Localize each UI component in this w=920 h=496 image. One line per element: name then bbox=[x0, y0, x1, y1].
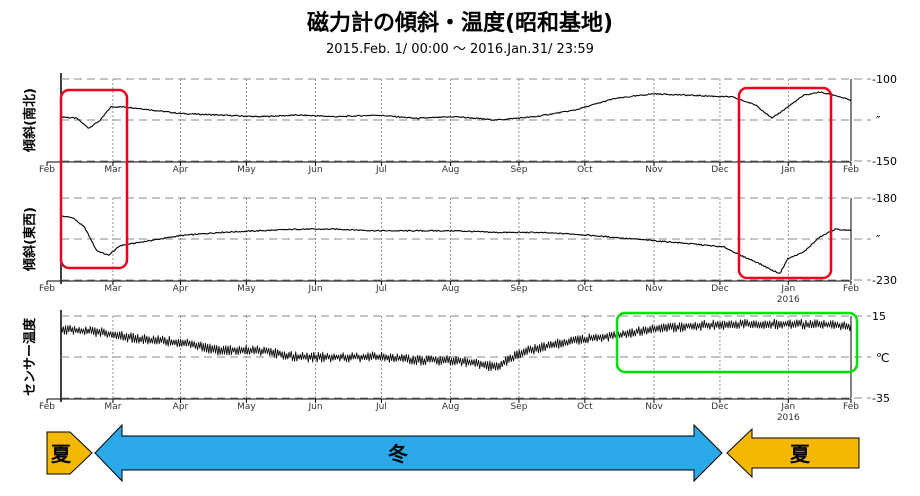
winter-arrow bbox=[94, 423, 723, 483]
series-line-2 bbox=[60, 215, 851, 274]
winter-label: 冬 bbox=[388, 442, 408, 466]
month-label-5: Jul bbox=[375, 402, 387, 412]
month-label-3: May bbox=[237, 165, 256, 175]
season-arrows: 夏冬夏 bbox=[46, 423, 860, 483]
month-label-4: Jun bbox=[308, 402, 323, 412]
month-label-1: Mar bbox=[104, 165, 121, 175]
chart-subtitle: 2015.Feb. 1/ 00:00 ～ 2016.Jan.31/ 23:59 bbox=[326, 42, 594, 57]
month-label-2: Apr bbox=[173, 165, 189, 175]
tick-label-top: 15 bbox=[872, 310, 886, 323]
month-label-11: Jan bbox=[780, 165, 795, 175]
summer-arrow-right bbox=[726, 427, 860, 479]
y-axis-label: センサー温度 bbox=[22, 317, 38, 396]
month-label-1: Mar bbox=[104, 402, 121, 412]
month-label-8: Oct bbox=[577, 402, 593, 412]
series-line-1 bbox=[60, 91, 852, 129]
month-label-0: Feb bbox=[39, 284, 55, 294]
month-label-6: Aug bbox=[442, 165, 460, 175]
month-label-8: Oct bbox=[577, 284, 593, 294]
tick-label-top: -180 bbox=[872, 192, 897, 205]
summer-arrow-left bbox=[46, 431, 93, 475]
series-line-3 bbox=[60, 318, 852, 372]
month-label-2: Apr bbox=[173, 284, 189, 294]
unit-label: ″ bbox=[876, 233, 881, 247]
tick-label-bottom: -150 bbox=[872, 155, 897, 168]
year-label: 2016 bbox=[777, 295, 800, 305]
month-label-12: Feb bbox=[843, 284, 859, 294]
month-label-9: Nov bbox=[645, 284, 663, 294]
panels-group: -100 -150 ″ 傾斜(南北) Feb Mar Apr May Jun Jul Aug Sep O… bbox=[22, 73, 897, 423]
highlight-green bbox=[615, 311, 859, 374]
month-label-10: Dec bbox=[711, 402, 728, 412]
month-label-6: Aug bbox=[442, 402, 460, 412]
y-axis-label: 傾斜(東西) bbox=[22, 207, 38, 272]
overlays-group bbox=[59, 86, 859, 374]
tick-label-bottom: -230 bbox=[872, 274, 897, 287]
month-label-2: Apr bbox=[173, 402, 189, 412]
unit-label: ℃ bbox=[876, 351, 889, 365]
month-label-6: Aug bbox=[442, 284, 460, 294]
month-label-3: May bbox=[237, 284, 256, 294]
month-label-5: Jul bbox=[375, 284, 387, 294]
month-label-3: May bbox=[237, 402, 256, 412]
highlight-red-2 bbox=[737, 86, 833, 280]
month-label-10: Dec bbox=[711, 284, 728, 294]
month-label-4: Jun bbox=[308, 284, 323, 294]
summer-label-right: 夏 bbox=[790, 442, 811, 466]
month-label-0: Feb bbox=[39, 402, 55, 412]
month-label-7: Sep bbox=[510, 165, 527, 175]
month-label-12: Feb bbox=[843, 402, 859, 412]
tick-label-bottom: -35 bbox=[872, 392, 890, 405]
unit-label: ″ bbox=[876, 114, 881, 128]
panel-2: -180 -230 ″ 傾斜(東西) Feb Mar Apr May Jun Jul Aug Sep O… bbox=[22, 192, 897, 305]
month-label-9: Nov bbox=[645, 165, 663, 175]
month-label-7: Sep bbox=[510, 402, 527, 412]
month-label-12: Feb bbox=[843, 165, 859, 175]
month-label-4: Jun bbox=[308, 165, 323, 175]
month-label-11: Jan bbox=[780, 402, 795, 412]
month-label-7: Sep bbox=[510, 284, 527, 294]
month-label-5: Jul bbox=[375, 165, 387, 175]
month-label-11: Jan bbox=[780, 284, 795, 294]
year-label: 2016 bbox=[777, 413, 800, 423]
month-label-8: Oct bbox=[577, 165, 593, 175]
summer-label-left: 夏 bbox=[51, 442, 72, 466]
month-label-10: Dec bbox=[711, 165, 728, 175]
month-label-0: Feb bbox=[39, 165, 55, 175]
y-axis-label: 傾斜(南北) bbox=[22, 88, 38, 153]
panel-1: -100 -150 ″ 傾斜(南北) Feb Mar Apr May Jun Jul Aug Sep O… bbox=[22, 73, 897, 175]
highlight-red-1 bbox=[59, 88, 129, 270]
month-label-9: Nov bbox=[645, 402, 663, 412]
month-label-1: Mar bbox=[104, 284, 121, 294]
tick-label-top: -100 bbox=[872, 73, 897, 86]
chart-title: 磁力計の傾斜・温度(昭和基地) bbox=[307, 10, 613, 36]
